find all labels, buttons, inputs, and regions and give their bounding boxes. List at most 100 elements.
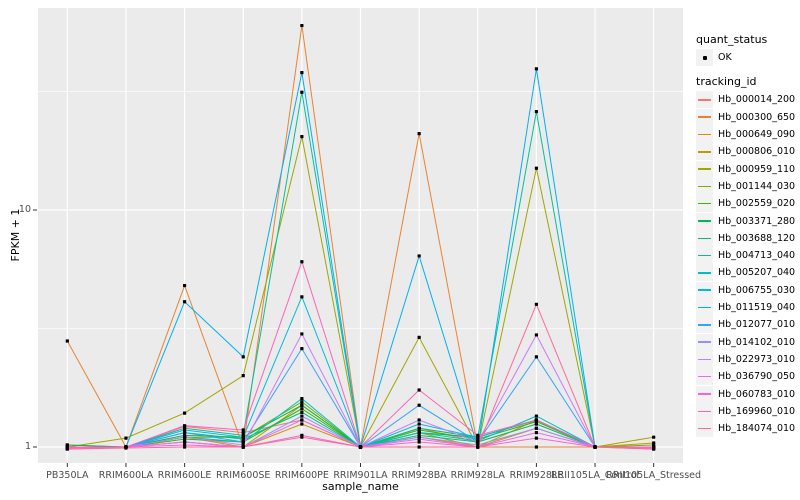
legend-key-box: [696, 108, 713, 126]
data-point: [65, 447, 69, 451]
legend-key-box: [696, 281, 713, 299]
data-point: [300, 70, 304, 75]
data-point: [534, 422, 539, 426]
data-point: [241, 435, 245, 439]
data-point: [593, 445, 597, 449]
data-point: [182, 428, 187, 432]
legend-color-line: [698, 324, 711, 326]
legend-color-line: [698, 185, 711, 188]
data-point: [124, 436, 128, 440]
legend-item-Hb_000300_650: Hb_000300_650: [696, 108, 795, 126]
x-tick-label-RRII105LA_Stressed: RRII105LA_Stressed: [606, 470, 702, 481]
x-tick-label-RRIM901LA: RRIM901LA: [333, 470, 388, 481]
data-point: [476, 433, 480, 437]
legend-title-quant-status: quant_status: [696, 33, 768, 46]
legend-item-label: Hb_060783_010: [718, 388, 796, 400]
data-point: [300, 403, 304, 407]
data-point: [300, 435, 304, 439]
data-point: [124, 446, 128, 450]
legend-color-line: [698, 393, 711, 395]
data-point: [300, 397, 304, 401]
data-point: [300, 135, 304, 139]
data-point: [241, 428, 245, 432]
data-point: [417, 426, 421, 430]
data-point: [534, 110, 539, 114]
legend-key-box: [696, 333, 713, 351]
x-tick-label-RRIM928LE: RRIM928LE: [509, 470, 564, 481]
legend-title-tracking-id: tracking_id: [696, 75, 757, 88]
legend-item-Hb_004713_040: Hb_004713_040: [696, 247, 795, 265]
data-point: [417, 431, 421, 435]
legend-item-Hb_169960_010: Hb_169960_010: [696, 402, 795, 420]
legend-key-box: [696, 195, 713, 213]
legend-item-label: Hb_011519_040: [718, 302, 796, 313]
legend-item-label: Hb_005207_040: [718, 267, 796, 279]
legend-color-line: [698, 116, 711, 118]
legend-item-Hb_011519_040: Hb_011519_040: [696, 299, 795, 316]
legend-key-box: [696, 402, 713, 420]
legend-key-box: [696, 49, 713, 66]
data-point: [652, 435, 656, 439]
legend-item-label: Hb_012077_010: [718, 319, 796, 331]
data-point: [534, 166, 539, 170]
data-point: [534, 333, 539, 337]
legend-item-Hb_001144_030: Hb_001144_030: [696, 177, 796, 195]
legend-item-label: Hb_002559_020: [718, 198, 796, 210]
legend-item-label: Hb_001144_030: [718, 180, 796, 192]
data-point: [182, 424, 187, 428]
legend-item-Hb_003688_120: Hb_003688_120: [696, 229, 795, 247]
legend-key-box: [696, 143, 713, 161]
data-point: [241, 440, 245, 444]
legend-item-label: Hb_006755_030: [718, 284, 796, 296]
data-point: [300, 23, 304, 28]
legend-item-Hb_000649_090: Hb_000649_090: [696, 126, 795, 143]
x-tick-label-RRIM600LE: RRIM600LE: [157, 470, 212, 481]
legend-key-box: [696, 316, 713, 334]
data-point: [417, 254, 421, 258]
legend-item-label: Hb_036790_050: [718, 371, 796, 383]
y-tick-label-1: 1: [24, 441, 31, 452]
legend-color-line: [698, 427, 711, 430]
legend-item-Hb_006755_030: Hb_006755_030: [696, 281, 796, 299]
data-point: [300, 332, 304, 336]
legend-item-label: Hb_003371_280: [718, 215, 796, 227]
data-point: [534, 431, 539, 435]
data-point: [476, 445, 480, 449]
data-point: [300, 418, 304, 422]
legend-color-line: [698, 168, 711, 170]
data-point: [300, 422, 304, 426]
data-point: [300, 400, 304, 404]
data-point: [417, 445, 421, 449]
data-point: [534, 355, 539, 359]
data-point: [300, 407, 304, 411]
data-point: [534, 426, 539, 430]
legend-key-box: [696, 247, 713, 265]
data-point: [241, 355, 245, 359]
legend-color-line: [698, 410, 711, 413]
legend-key-box: [696, 350, 713, 368]
data-point: [241, 374, 245, 378]
data-point: [417, 388, 421, 392]
data-point: [417, 437, 421, 441]
legend-color-line: [698, 272, 711, 274]
data-point: [534, 436, 539, 440]
legend-item-Hb_000014_200: Hb_000014_200: [696, 91, 796, 109]
x-tick-label-RRIM928LA: RRIM928LA: [450, 470, 505, 481]
legend-item-Hb_000959_110: Hb_000959_110: [696, 160, 795, 178]
data-point: [182, 431, 187, 435]
legend-item-label: OK: [718, 52, 732, 63]
legend-key-box: [696, 91, 713, 109]
legend-color-line: [698, 341, 711, 343]
legend-item-label: Hb_000014_200: [718, 94, 796, 106]
point-marker-icon: [702, 55, 707, 60]
x-tick-label-RRIM600SE: RRIM600SE: [216, 470, 271, 481]
legend-color-line: [698, 202, 711, 205]
legend-color-line: [698, 99, 711, 101]
data-point: [182, 440, 187, 444]
legend-item-Hb_002559_020: Hb_002559_020: [696, 195, 796, 213]
data-point: [300, 347, 304, 351]
x-tick-label-PB350LA: PB350LA: [46, 470, 89, 481]
legend-key-box: [696, 385, 713, 403]
data-point: [300, 410, 304, 414]
y-axis-title: FPKM + 1: [9, 208, 22, 262]
